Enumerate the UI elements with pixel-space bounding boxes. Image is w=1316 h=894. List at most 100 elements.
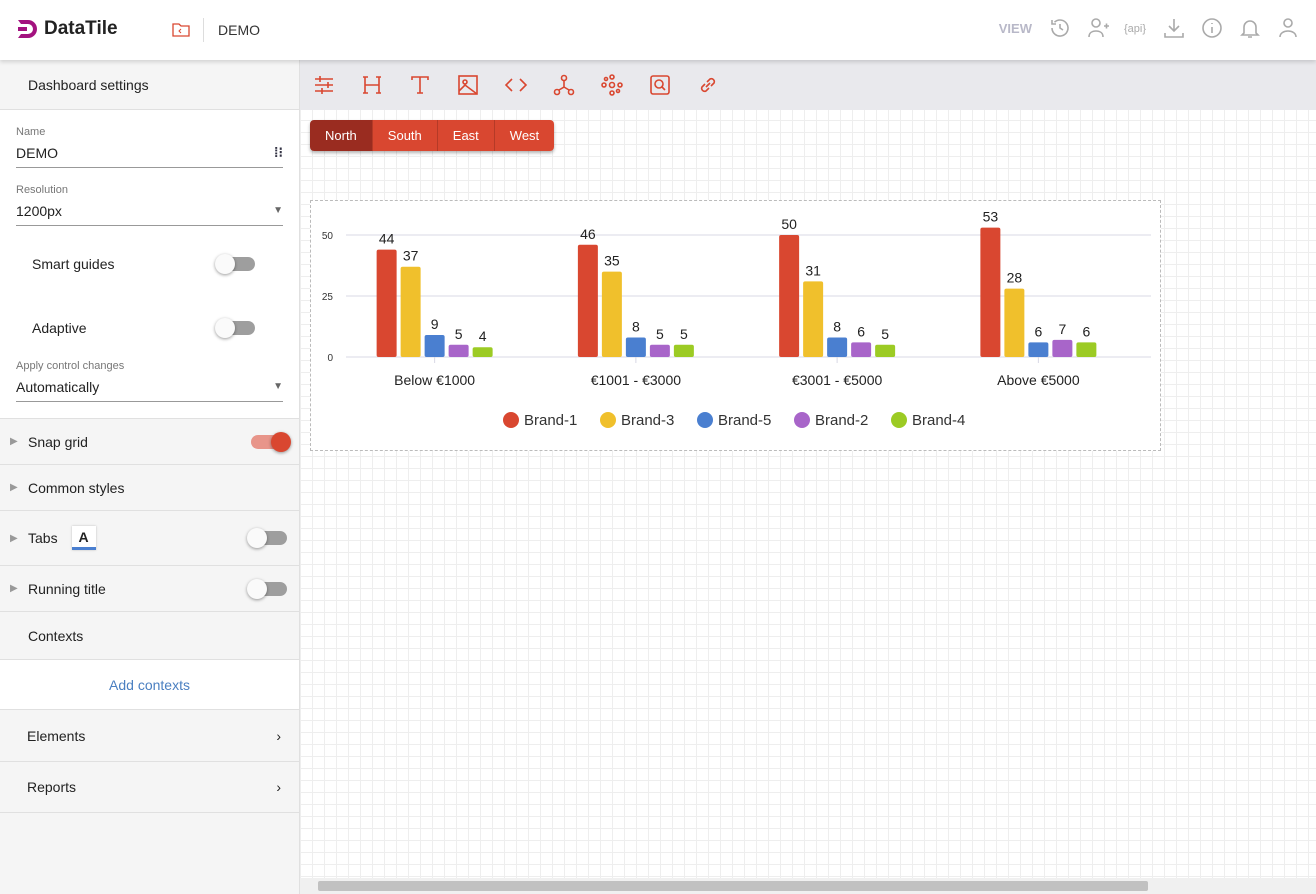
snap-grid-section[interactable]: ▶ Snap grid	[0, 418, 299, 464]
tabs-section[interactable]: ▶ Tabs A	[0, 510, 299, 565]
logo[interactable]: DataTile	[16, 18, 118, 40]
network-icon[interactable]	[600, 73, 624, 97]
section-label: Snap grid	[28, 433, 88, 450]
data-label: 7	[1058, 321, 1066, 337]
add-user-icon[interactable]	[1086, 16, 1110, 40]
tabs-toggle[interactable]	[247, 528, 287, 548]
bar	[376, 249, 397, 357]
image-icon[interactable]	[456, 73, 480, 97]
data-label: 50	[781, 216, 797, 232]
svg-text:{api}: {api}	[1124, 23, 1146, 35]
apply-changes-value: Automatically	[16, 378, 100, 395]
x-tick-label: €1001 - €3000	[591, 372, 682, 388]
data-label: 4	[479, 328, 487, 344]
text-icon[interactable]	[408, 73, 432, 97]
elements-nav[interactable]: Elements ›	[0, 709, 299, 761]
filter-west[interactable]: West	[493, 120, 555, 151]
search-box-icon[interactable]	[648, 73, 672, 97]
app-header: DataTile DEMO VIEW {api}	[0, 0, 1316, 60]
heading-icon[interactable]	[360, 73, 384, 97]
expand-icon: ▶	[10, 532, 18, 544]
add-contexts-link[interactable]: Add contexts	[0, 659, 299, 709]
bar	[424, 335, 445, 357]
scrollbar-thumb[interactable]	[318, 881, 1148, 891]
download-icon[interactable]	[1162, 16, 1186, 40]
bell-icon[interactable]	[1238, 16, 1262, 40]
apply-changes-label: Apply control changes	[16, 360, 125, 372]
reports-nav[interactable]: Reports ›	[0, 761, 299, 813]
running-title-section[interactable]: ▶ Running title	[0, 565, 299, 611]
bar	[1076, 342, 1097, 357]
chevron-right-icon: ›	[276, 779, 281, 795]
legend-label: Brand-2	[815, 412, 868, 429]
filter-settings-icon[interactable]	[312, 73, 336, 97]
resolution-label: Resolution	[16, 184, 68, 196]
info-icon[interactable]	[1200, 16, 1224, 40]
y-tick-label: 0	[327, 353, 333, 364]
dashboard-settings-title: Dashboard settings	[0, 60, 299, 110]
contexts-label: Contexts	[28, 627, 84, 644]
code-icon[interactable]	[504, 73, 528, 97]
bar	[577, 244, 598, 357]
resolution-select[interactable]: 1200px ▼	[16, 196, 283, 226]
data-label: 9	[431, 316, 439, 332]
settings-sidebar: Dashboard settings Name DEMO ⁞⁝ Resolutio…	[0, 60, 300, 894]
section-label: Tabs	[28, 530, 58, 546]
api-icon[interactable]: {api}	[1124, 16, 1148, 40]
bar-chart-widget[interactable]: 0 25 50 Below €1000 44 37 9 5 4 €1001 - €3000 46 35…	[310, 200, 1161, 451]
legend-marker	[794, 412, 810, 428]
data-label: 31	[805, 262, 821, 278]
name-label: Name	[16, 126, 46, 138]
view-button[interactable]: VIEW	[998, 20, 1032, 36]
section-label: Running title	[28, 580, 106, 597]
breadcrumb[interactable]: DEMO	[218, 22, 260, 38]
filter-east[interactable]: East	[436, 120, 494, 151]
history-icon[interactable]	[1048, 16, 1072, 40]
data-label: 53	[983, 209, 999, 225]
brand-name: DataTile	[44, 18, 118, 39]
smart-guides-toggle[interactable]	[215, 254, 255, 274]
user-icon[interactable]	[1276, 16, 1300, 40]
bar	[673, 344, 694, 357]
bar	[1052, 339, 1073, 357]
expand-icon: ▶	[10, 436, 18, 447]
data-label: 46	[580, 226, 596, 242]
dropdown-arrow-icon: ▼	[273, 381, 283, 392]
folder-icon[interactable]	[172, 20, 190, 38]
name-value: DEMO	[16, 144, 58, 161]
contexts-header: Contexts	[0, 611, 299, 659]
horizontal-scrollbar[interactable]	[300, 878, 1316, 894]
graph-icon[interactable]	[552, 73, 576, 97]
snap-grid-toggle[interactable]	[251, 431, 291, 452]
expand-icon: ▶	[10, 482, 18, 493]
bar	[827, 337, 848, 357]
data-label: 5	[656, 326, 664, 342]
legend-marker	[697, 412, 713, 428]
common-styles-section[interactable]: ▶ Common styles	[0, 464, 299, 510]
legend-label: Brand-5	[718, 412, 771, 429]
legend-marker	[891, 412, 907, 428]
bar	[851, 342, 872, 357]
name-field[interactable]: DEMO ⁞⁝	[16, 138, 283, 168]
dropdown-arrow-icon: ▼	[273, 205, 283, 216]
barcode-icon[interactable]: ⁞⁝	[273, 144, 283, 160]
text-style-icon[interactable]: A	[71, 526, 96, 550]
x-tick-label: €3001 - €5000	[792, 372, 883, 388]
adaptive-toggle[interactable]	[215, 318, 255, 338]
running-title-toggle[interactable]	[247, 578, 287, 599]
legend-marker	[600, 412, 616, 428]
data-label: 44	[379, 231, 395, 247]
x-tick-label: Above €5000	[997, 372, 1080, 388]
apply-changes-select[interactable]: Automatically ▼	[16, 372, 283, 402]
resolution-value: 1200px	[16, 202, 62, 219]
filter-north[interactable]: North	[310, 120, 372, 151]
filter-south[interactable]: South	[371, 120, 437, 151]
bar	[649, 344, 670, 357]
link-icon[interactable]	[696, 73, 720, 97]
legend-marker	[503, 412, 519, 428]
section-label: Common styles	[28, 479, 125, 496]
dashboard-canvas[interactable]: North South East West 0 25 50 Below €1000 44…	[300, 60, 1316, 894]
x-tick-label: Below €1000	[394, 372, 475, 388]
bar	[779, 235, 800, 357]
